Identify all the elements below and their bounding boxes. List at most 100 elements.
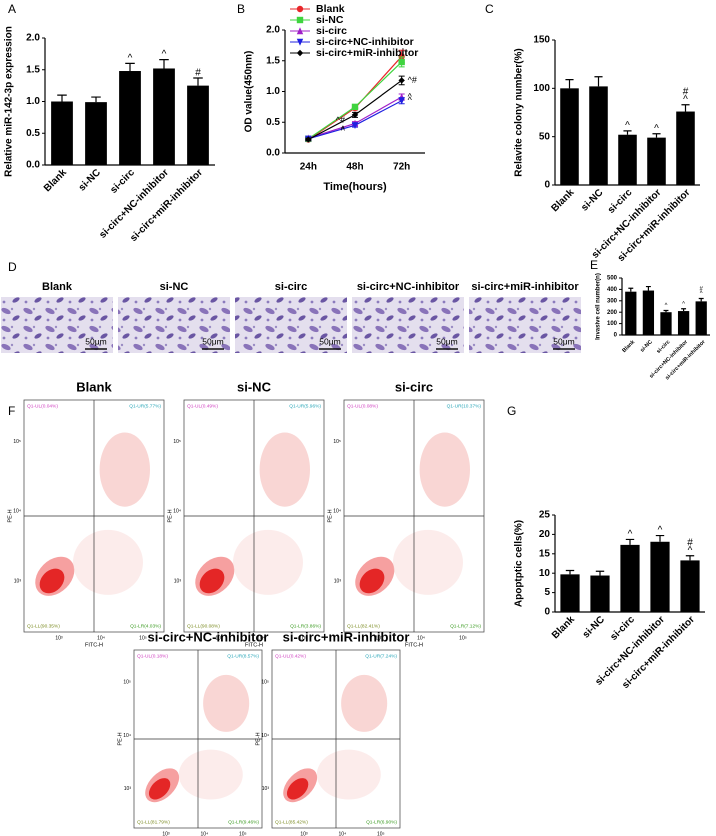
y-tick-label: 0.5 — [26, 128, 40, 139]
significance-mark: ^ — [408, 95, 413, 105]
x-tick-label: Blank — [42, 167, 69, 194]
scale-bar-label: 50μm — [85, 336, 106, 346]
plot-title: Blank — [76, 379, 112, 394]
x-tick-label: 10³ — [55, 635, 63, 641]
bar — [119, 71, 141, 165]
y-tick-label: 10⁵ — [173, 439, 181, 445]
x-tick-label: Blank — [621, 339, 636, 354]
y-axis-label: PE-H — [327, 509, 333, 522]
x-tick-label: 10⁴ — [417, 635, 425, 641]
micrograph — [469, 297, 581, 353]
error-bar — [681, 308, 687, 312]
error-bar — [193, 77, 203, 86]
x-tick-label: si-NC — [77, 167, 103, 193]
panel-label: A — [8, 2, 16, 16]
x-axis-label: Time(hours) — [323, 181, 387, 193]
bar — [187, 85, 209, 165]
x-tick-label: si-NC — [581, 614, 607, 640]
x-tick-label: si-NC — [579, 187, 605, 213]
legend-label: si-circ+NC-inhibitor — [316, 36, 414, 48]
point — [296, 49, 304, 57]
x-tick-label: 10³ — [162, 831, 170, 836]
quadrant-label: Q1-UL(0.49%) — [187, 403, 218, 409]
y-tick-label: 0.0 — [266, 148, 280, 159]
y-tick-label: 400 — [607, 287, 618, 293]
error-bar — [681, 104, 690, 112]
x-tick-label: 10³ — [300, 831, 308, 836]
y-tick-label: 50 — [539, 131, 551, 142]
cell-cloud — [233, 529, 303, 595]
quadrant-label: Q1-LR(7.12%) — [450, 623, 481, 629]
micrograph — [1, 297, 113, 353]
quadrant-label: Q1-LL(81.79%) — [137, 819, 170, 825]
quadrant-label: Q1-UL(0.08%) — [347, 403, 378, 409]
error-bar — [159, 58, 169, 69]
point — [398, 77, 405, 84]
y-tick-label: 20 — [539, 529, 551, 540]
y-axis-label: Invasive cell number(n) — [596, 273, 602, 340]
cell-cloud — [148, 778, 171, 800]
y-tick-label: 1.0 — [266, 86, 280, 97]
significance-mark: ^ — [162, 49, 167, 60]
x-tick-label: 10⁵ — [239, 831, 247, 836]
significance-mark: ^ — [688, 545, 693, 556]
micrograph — [235, 297, 347, 353]
quadrant-label: Q1-LL(90.08%) — [187, 623, 220, 629]
cell-cloud — [39, 568, 65, 594]
x-tick-label: si-NC — [639, 339, 653, 353]
significance-mark: ^ — [683, 94, 688, 105]
y-tick-label: 0.5 — [266, 117, 280, 128]
quadrant-label: Q1-UR(7.24%) — [365, 653, 397, 659]
significance-mark: ^ — [654, 123, 659, 134]
error-bar — [625, 538, 635, 545]
significance-mark: ^ — [625, 121, 630, 132]
y-axis-label: PE-H — [255, 732, 261, 745]
quadrant-label: Q1-UL(0.18%) — [137, 653, 168, 659]
error-bar — [698, 297, 704, 302]
quadrant-label: Q1-UL(0.42%) — [275, 653, 306, 659]
y-tick-label: 10⁵ — [333, 439, 341, 445]
x-tick-label: 10⁴ — [339, 831, 347, 836]
quadrant-label: Q1-UL(0.04%) — [27, 403, 58, 409]
point — [398, 53, 405, 60]
error-bar — [57, 94, 67, 102]
x-tick-label: 10⁵ — [139, 635, 147, 641]
panel-label: D — [8, 260, 17, 274]
error-bar — [91, 96, 101, 103]
y-tick-label: 10⁴ — [123, 733, 131, 739]
y-tick-label: 10⁴ — [173, 509, 181, 515]
point — [305, 136, 312, 143]
error-bar — [628, 287, 634, 292]
plot-title: si-circ+NC-inhibitor — [148, 629, 269, 644]
y-tick-label: 15 — [539, 548, 551, 559]
x-tick-label: 48h — [346, 162, 363, 173]
y-tick-label: 0 — [544, 607, 550, 618]
point — [296, 38, 304, 46]
x-tick-label: 10³ — [375, 635, 383, 641]
bar — [660, 312, 672, 335]
bar — [676, 111, 695, 185]
x-tick-label: 10⁴ — [201, 831, 209, 836]
y-axis-label: PE-H — [167, 509, 173, 522]
scale-bar-label: 50μm — [553, 336, 574, 346]
error-bar — [655, 534, 665, 542]
significance-mark: ^ — [408, 91, 413, 101]
bar — [85, 102, 107, 165]
point — [296, 5, 304, 13]
quadrant-label: Q1-LR(9.46%) — [228, 819, 259, 825]
y-tick-label: 1.0 — [26, 96, 40, 107]
panel-label: G — [507, 404, 516, 418]
x-tick-label: si-circ — [108, 167, 137, 196]
cell-cloud — [419, 432, 470, 507]
y-tick-label: 5 — [544, 587, 550, 598]
x-tick-label: 10³ — [215, 635, 223, 641]
x-tick-label: 10⁵ — [459, 635, 467, 641]
y-tick-label: 10⁵ — [123, 679, 131, 685]
x-axis-label: FITC-H — [85, 642, 103, 648]
image-title: si-NC — [160, 281, 189, 293]
error-bar — [685, 555, 695, 561]
error-bar — [565, 569, 575, 575]
significance-mark: # — [683, 86, 689, 97]
error-bar — [652, 133, 661, 138]
